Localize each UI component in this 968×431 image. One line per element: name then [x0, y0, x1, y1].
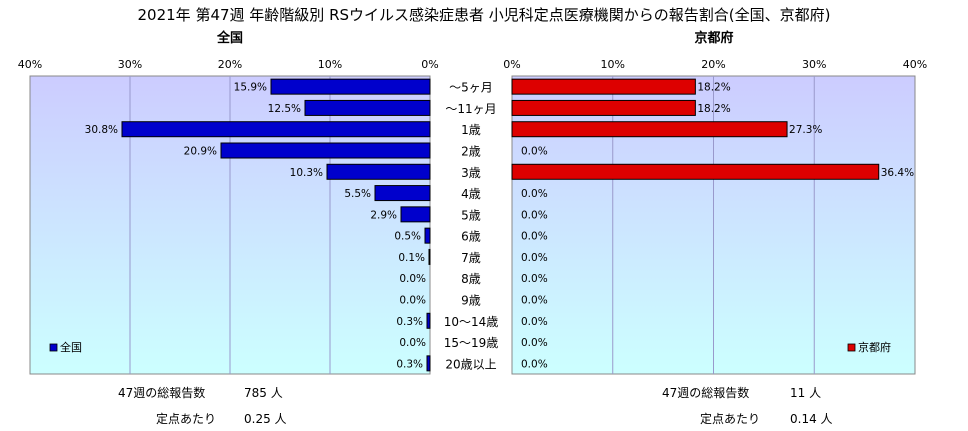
category-label: 15～19歳	[444, 336, 499, 350]
right-data-label: 0.0%	[521, 146, 548, 158]
right-data-label: 0.0%	[521, 337, 548, 349]
right-bar	[511, 78, 696, 95]
left-bar	[270, 78, 431, 95]
kyoto-total-value: 11 人	[790, 386, 822, 400]
right-data-label: 0.0%	[521, 358, 548, 370]
category-label: 5歳	[461, 208, 481, 222]
left-data-label: 0.1%	[398, 252, 425, 264]
category-label: ～5ヶ月	[449, 81, 493, 95]
left-tick-label: 0%	[421, 58, 438, 71]
left-data-label: 20.9%	[184, 146, 217, 158]
category-label: 2歳	[461, 145, 481, 159]
left-bar	[428, 248, 431, 265]
left-bar	[426, 312, 431, 329]
right-data-label: 36.4%	[881, 167, 914, 179]
left-bar	[304, 99, 431, 116]
category-label: 1歳	[461, 123, 481, 137]
left-bar	[121, 121, 431, 138]
left-tick-label: 20%	[218, 58, 242, 71]
left-data-label: 5.5%	[344, 188, 371, 200]
kyoto-per-value: 0.14 人	[790, 412, 833, 426]
right-data-label: 0.0%	[521, 295, 548, 307]
category-label: 7歳	[461, 251, 481, 265]
category-label: 8歳	[461, 272, 481, 286]
right-tick-label: 10%	[601, 58, 625, 71]
left-data-label: 0.3%	[396, 316, 423, 328]
left-data-label: 12.5%	[268, 103, 301, 115]
right-tick-label: 30%	[802, 58, 826, 71]
left-legend-swatch	[49, 343, 58, 352]
left-data-label: 10.3%	[290, 167, 323, 179]
left-data-label: 0.3%	[396, 358, 423, 370]
left-data-label: 0.5%	[394, 231, 421, 243]
right-data-label: 0.0%	[521, 273, 548, 285]
kyoto-per-label: 定点あたり	[700, 412, 761, 426]
national-total-value: 785 人	[244, 386, 283, 400]
category-label: 20歳以上	[445, 357, 496, 371]
right-panel-title: 京都府	[694, 30, 733, 46]
right-data-label: 18.2%	[697, 82, 730, 94]
left-bar	[374, 185, 431, 202]
kyoto-total-label: 47週の総報告数	[662, 386, 750, 400]
left-tick-label: 40%	[18, 58, 42, 71]
category-label: 6歳	[461, 230, 481, 244]
left-panel-title: 全国	[216, 30, 243, 46]
left-data-label: 0.0%	[399, 337, 426, 349]
category-label: 9歳	[461, 294, 481, 308]
left-data-label: 30.8%	[85, 124, 118, 136]
left-data-label: 0.0%	[399, 295, 426, 307]
national-per-label: 定点あたり	[156, 412, 217, 426]
left-bar	[424, 227, 431, 244]
right-data-label: 0.0%	[521, 231, 548, 243]
right-tick-label: 20%	[701, 58, 725, 71]
left-bar	[400, 206, 431, 223]
right-data-label: 0.0%	[521, 316, 548, 328]
right-bar	[511, 163, 880, 180]
chart-title: 2021年 第47週 年齢階級別 RSウイルス感染症患者 小児科定点医療機関から…	[138, 6, 831, 24]
left-bar	[326, 163, 431, 180]
right-legend-label: 京都府	[858, 340, 891, 354]
category-label: 10～14歳	[444, 315, 499, 329]
left-legend-label: 全国	[60, 340, 82, 354]
right-legend-swatch	[847, 343, 856, 352]
national-per-value: 0.25 人	[244, 412, 287, 426]
right-bar	[511, 99, 696, 116]
left-data-label: 15.9%	[234, 82, 267, 94]
left-bar	[220, 142, 431, 159]
right-bar	[511, 121, 788, 138]
left-tick-label: 10%	[318, 58, 342, 71]
left-bar	[426, 355, 431, 372]
category-label: 4歳	[461, 187, 481, 201]
category-label: 3歳	[461, 166, 481, 180]
right-data-label: 27.3%	[789, 124, 822, 136]
right-data-label: 18.2%	[697, 103, 730, 115]
right-data-label: 0.0%	[521, 252, 548, 264]
right-data-label: 0.0%	[521, 209, 548, 221]
left-data-label: 2.9%	[370, 209, 397, 221]
right-data-label: 0.0%	[521, 188, 548, 200]
national-total-label: 47週の総報告数	[118, 386, 206, 400]
left-data-label: 0.0%	[399, 273, 426, 285]
category-label: ～11ヶ月	[445, 102, 496, 116]
left-tick-label: 30%	[118, 58, 142, 71]
right-tick-label: 40%	[903, 58, 927, 71]
right-tick-label: 0%	[503, 58, 520, 71]
